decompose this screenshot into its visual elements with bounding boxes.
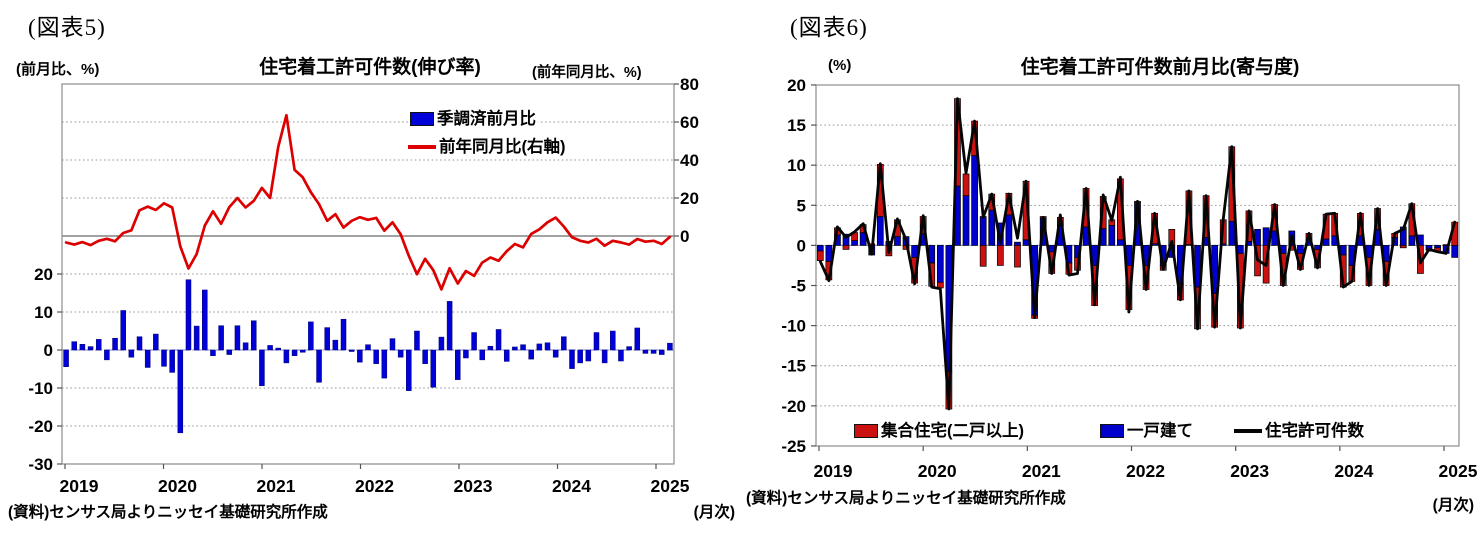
svg-text:0: 0 [797, 236, 806, 255]
figure5-right-axis-unit: (前年同月比、%) [532, 65, 642, 81]
svg-text:80: 80 [680, 75, 699, 94]
figure5-legend-line: 前年同月比(右軸) [406, 138, 568, 157]
figure5-title: 住宅着工許可件数(伸び率) [259, 57, 481, 78]
figure6-legend-singlefamily: 一戸建て [1098, 422, 1195, 441]
figure5-legend-bars: 季調済前月比 [408, 110, 538, 129]
svg-text:20: 20 [680, 189, 699, 208]
svg-text:2024: 2024 [1334, 461, 1373, 481]
legend-label: 前年同月比(右軸) [439, 138, 566, 156]
figure6-total-line [818, 97, 1457, 411]
figure5-left-axis-unit: (前月比、%) [16, 61, 100, 78]
figure5-source: (資料)センサス局よりニッセイ基礎研究所作成 [8, 504, 328, 521]
svg-text:2020: 2020 [918, 461, 957, 481]
figure5-tag: (図表5) [28, 15, 106, 40]
figure6-tag: (図表6) [790, 15, 868, 40]
legend-label: 季調済前月比 [437, 110, 536, 128]
svg-text:2022: 2022 [355, 476, 394, 496]
svg-text:60: 60 [680, 113, 699, 132]
legend-label: 集合住宅(二戸以上) [881, 422, 1024, 440]
figure5-axis-ticks: 20 10 0 -10 -20 -30 80 60 40 20 0 2019 2020 2021 2022 2… [28, 75, 699, 496]
figure6-title: 住宅着工許可件数前月比(寄与度) [1020, 57, 1300, 78]
figure6-frequency-label: (月次) [1432, 497, 1474, 514]
figure5-yoy-line [64, 113, 672, 291]
figure6-source: (資料)センサス局よりニッセイ基礎研究所作成 [746, 490, 1066, 507]
figure6-legend-total: 住宅許可件数 [1232, 422, 1366, 441]
svg-text:-20: -20 [781, 397, 806, 416]
svg-text:-15: -15 [781, 357, 806, 376]
figure6-legend-multifamily: 集合住宅(二戸以上) [852, 422, 1026, 441]
legend-label: 一戸建て [1127, 422, 1193, 440]
svg-text:2025: 2025 [651, 476, 690, 496]
legend-bar-swatch-icon [410, 112, 434, 127]
svg-text:20: 20 [787, 76, 806, 95]
legend-bar-swatch-icon [1100, 424, 1124, 439]
svg-text:2023: 2023 [1230, 461, 1269, 481]
svg-text:0: 0 [680, 227, 689, 246]
svg-text:2025: 2025 [1439, 461, 1478, 481]
svg-text:2019: 2019 [60, 476, 99, 496]
svg-text:2020: 2020 [158, 476, 197, 496]
grid [61, 83, 675, 465]
figure6-contribution-bars [816, 98, 1459, 410]
svg-text:20: 20 [34, 265, 53, 284]
svg-text:-10: -10 [781, 317, 806, 336]
svg-text:-20: -20 [28, 417, 53, 436]
svg-text:2019: 2019 [814, 461, 853, 481]
svg-text:0: 0 [44, 341, 53, 360]
svg-text:40: 40 [680, 151, 699, 170]
svg-text:-30: -30 [28, 455, 53, 474]
legend-bar-swatch-icon [854, 424, 878, 439]
svg-text:2023: 2023 [454, 476, 493, 496]
svg-text:-25: -25 [781, 437, 806, 456]
svg-text:15: 15 [787, 116, 806, 135]
svg-text:2021: 2021 [1022, 461, 1061, 481]
figure5-frequency-label: (月次) [693, 504, 735, 521]
svg-text:5: 5 [797, 196, 806, 215]
svg-text:2022: 2022 [1126, 461, 1165, 481]
figure6-axis-unit: (%) [828, 57, 852, 74]
svg-text:10: 10 [34, 303, 53, 322]
svg-text:-10: -10 [28, 379, 53, 398]
legend-label: 住宅許可件数 [1265, 422, 1364, 440]
legend-line-swatch-icon [1234, 429, 1262, 434]
legend-line-swatch-icon [408, 145, 436, 150]
svg-text:10: 10 [787, 156, 806, 175]
svg-text:2021: 2021 [257, 476, 296, 496]
figure6-axis-ticks: 20 15 10 5 0 -5 -10 -15 -20 -25 2019 2020 2021 2022 20… [781, 76, 1477, 481]
figure5-mom-bars [63, 279, 673, 434]
svg-text:-5: -5 [791, 277, 806, 296]
svg-text:2024: 2024 [552, 476, 591, 496]
